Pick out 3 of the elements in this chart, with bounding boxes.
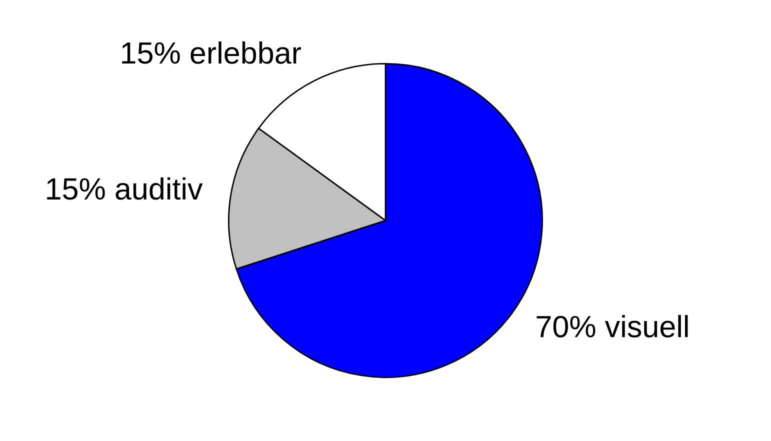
slice-label: 15% erlebbar (122, 41, 302, 64)
slice-label: 70% visuell (536, 315, 688, 338)
slice-label: 15% auditiv (47, 177, 203, 200)
